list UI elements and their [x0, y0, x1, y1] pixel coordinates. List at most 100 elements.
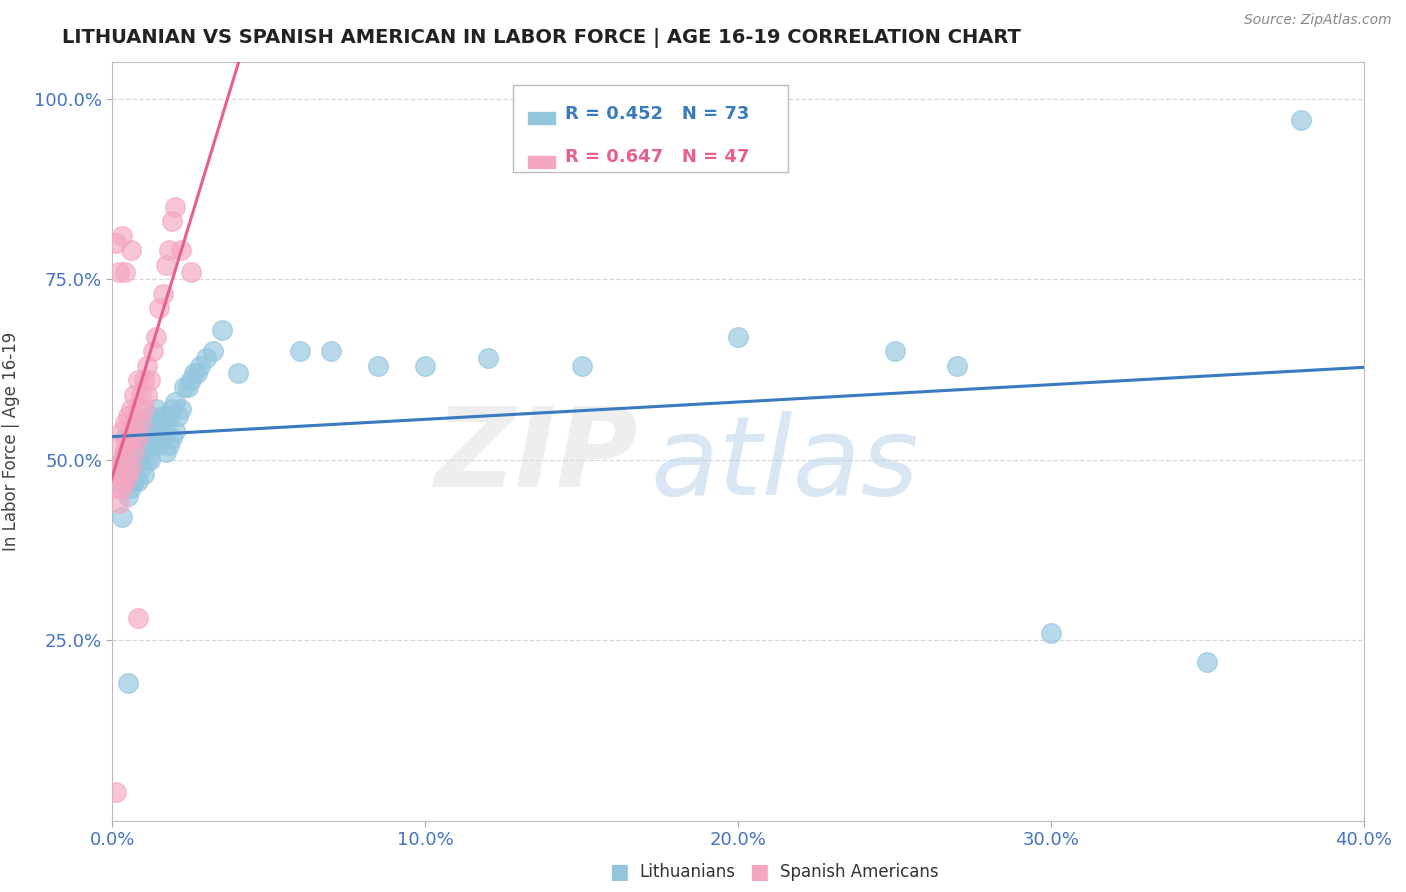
Point [129, 417, 152, 431]
Point [211, 323, 233, 337]
Point [139, 373, 162, 387]
Point [124, 475, 146, 489]
Point [127, 452, 149, 467]
Point [571, 359, 593, 373]
Point [290, 344, 312, 359]
Point [180, 265, 202, 279]
Text: Lithuanians: Lithuanians [640, 863, 735, 881]
Point [139, 431, 162, 445]
Point [124, 445, 146, 459]
Point [127, 475, 149, 489]
Point [167, 409, 190, 424]
Point [135, 452, 157, 467]
Point [157, 243, 180, 257]
Point [127, 373, 149, 387]
Point [180, 373, 202, 387]
Point [124, 459, 146, 474]
Point [114, 445, 136, 459]
Text: R = 0.647   N = 47: R = 0.647 N = 47 [565, 148, 749, 166]
FancyBboxPatch shape [513, 85, 789, 172]
Point [145, 402, 167, 417]
Point [111, 452, 134, 467]
Point [117, 452, 139, 467]
Point [104, 235, 127, 250]
Point [107, 496, 129, 510]
Point [1291, 113, 1313, 128]
Point [139, 452, 162, 467]
Point [148, 417, 170, 431]
Point [129, 424, 152, 438]
Point [117, 467, 139, 481]
Bar [527, 112, 555, 124]
Point [124, 387, 146, 401]
Point [117, 489, 139, 503]
Point [120, 431, 142, 445]
Point [321, 344, 343, 359]
Point [120, 459, 142, 474]
Point [142, 344, 165, 359]
Text: LITHUANIAN VS SPANISH AMERICAN IN LABOR FORCE | AGE 16-19 CORRELATION CHART: LITHUANIAN VS SPANISH AMERICAN IN LABOR … [62, 28, 1021, 48]
Point [111, 510, 134, 524]
Point [142, 417, 165, 431]
Point [142, 438, 165, 452]
Point [120, 482, 142, 496]
Point [155, 417, 177, 431]
Point [127, 402, 149, 417]
Point [135, 424, 157, 438]
Point [127, 431, 149, 445]
Point [145, 431, 167, 445]
Point [129, 459, 152, 474]
Point [127, 611, 149, 625]
Point [117, 438, 139, 452]
Point [114, 475, 136, 489]
Point [170, 243, 193, 257]
Point [163, 394, 186, 409]
Point [120, 452, 142, 467]
Point [114, 417, 136, 431]
Point [117, 676, 139, 690]
Point [129, 387, 152, 401]
Text: R = 0.452   N = 73: R = 0.452 N = 73 [565, 104, 749, 122]
Point [883, 344, 905, 359]
Y-axis label: In Labor Force | Age 16-19: In Labor Force | Age 16-19 [3, 332, 20, 551]
Point [946, 359, 969, 373]
Point [160, 214, 183, 228]
Point [114, 431, 136, 445]
Point [104, 475, 127, 489]
Point [132, 467, 155, 481]
Text: atlas: atlas [651, 411, 920, 517]
Point [127, 431, 149, 445]
Point [195, 351, 218, 366]
Point [163, 200, 186, 214]
Text: ■: ■ [749, 863, 769, 882]
Point [120, 243, 142, 257]
Point [152, 431, 174, 445]
Point [117, 438, 139, 452]
Point [132, 373, 155, 387]
Bar [527, 156, 555, 168]
Point [129, 445, 152, 459]
Point [176, 380, 198, 394]
Point [157, 409, 180, 424]
Point [157, 438, 180, 452]
Point [104, 459, 127, 474]
Point [124, 417, 146, 431]
Point [152, 286, 174, 301]
Point [135, 387, 157, 401]
Point [132, 445, 155, 459]
Point [145, 330, 167, 344]
Point [152, 409, 174, 424]
Point [111, 228, 134, 243]
Point [155, 258, 177, 272]
Point [117, 409, 139, 424]
Text: ZIP: ZIP [434, 403, 638, 510]
Point [1197, 655, 1219, 669]
Point [186, 366, 208, 380]
Point [160, 431, 183, 445]
Point [148, 301, 170, 315]
Text: ■: ■ [609, 863, 628, 882]
Point [188, 359, 211, 373]
Point [132, 402, 155, 417]
Point [114, 445, 136, 459]
Point [173, 380, 195, 394]
